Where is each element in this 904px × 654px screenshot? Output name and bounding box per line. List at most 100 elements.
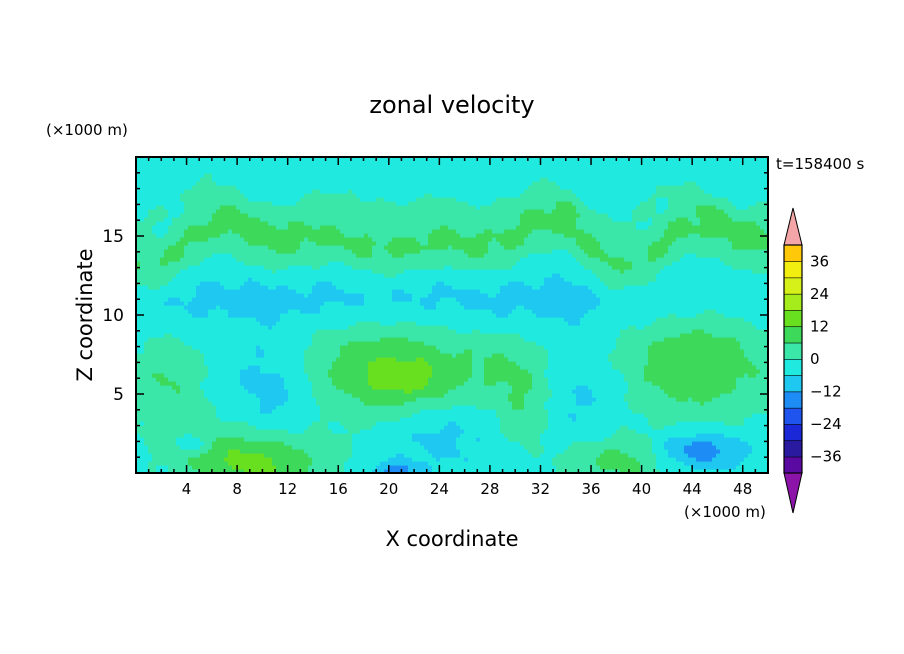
field-cell — [244, 293, 249, 298]
field-cell — [244, 197, 249, 202]
field-cell — [316, 185, 321, 190]
field-cell — [304, 445, 309, 450]
field-cell — [296, 425, 301, 430]
field-cell — [352, 397, 357, 402]
field-cell — [224, 353, 229, 358]
field-cell — [364, 225, 369, 230]
field-cell — [140, 213, 145, 218]
field-cell — [372, 189, 377, 194]
field-cell — [260, 281, 265, 286]
field-cell — [340, 317, 345, 322]
field-cell — [248, 289, 253, 294]
field-cell — [212, 433, 217, 438]
field-cell — [232, 309, 237, 314]
field-cell — [156, 293, 161, 298]
field-cell — [368, 289, 373, 294]
field-cell — [148, 453, 153, 458]
field-cell — [164, 449, 169, 454]
field-cell — [156, 401, 161, 406]
field-cell — [368, 313, 373, 318]
field-cell — [240, 185, 245, 190]
field-cell — [260, 181, 265, 186]
field-cell — [296, 177, 301, 182]
field-cell — [140, 221, 145, 226]
field-cell — [240, 421, 245, 426]
field-cell — [296, 449, 301, 454]
field-cell — [268, 161, 273, 166]
field-cell — [336, 433, 341, 438]
field-cell — [244, 265, 249, 270]
field-cell — [324, 297, 329, 302]
field-cell — [376, 405, 381, 410]
field-cell — [208, 361, 213, 366]
field-cell — [204, 293, 209, 298]
field-cell — [336, 301, 341, 306]
field-cell — [156, 229, 161, 234]
field-cell — [328, 237, 333, 242]
field-cell — [168, 389, 173, 394]
field-cell — [236, 353, 241, 358]
field-cell — [296, 241, 301, 246]
field-cell — [156, 297, 161, 302]
field-cell — [184, 185, 189, 190]
field-cell — [344, 241, 349, 246]
field-cell — [328, 253, 333, 258]
field-cell — [176, 289, 181, 294]
field-cell — [184, 277, 189, 282]
field-cell — [328, 329, 333, 334]
field-cell — [168, 265, 173, 270]
field-cell — [372, 289, 377, 294]
field-cell — [344, 425, 349, 430]
field-cell — [192, 405, 197, 410]
field-cell — [264, 341, 269, 346]
field-cell — [384, 325, 389, 330]
field-cell — [232, 329, 237, 334]
field-cell — [264, 289, 269, 294]
field-cell — [164, 373, 169, 378]
field-cell — [252, 413, 257, 418]
field-cell — [220, 385, 225, 390]
field-cell — [144, 217, 149, 222]
field-cell — [144, 357, 149, 362]
field-cell — [252, 241, 257, 246]
field-cell — [276, 325, 281, 330]
field-cell — [216, 197, 221, 202]
field-cell — [280, 249, 285, 254]
field-cell — [304, 293, 309, 298]
field-cell — [340, 349, 345, 354]
field-cell — [212, 397, 217, 402]
field-cell — [284, 269, 289, 274]
field-cell — [208, 461, 213, 466]
field-cell — [236, 357, 241, 362]
field-cell — [324, 461, 329, 466]
field-cell — [248, 397, 253, 402]
field-cell — [192, 305, 197, 310]
field-cell — [212, 341, 217, 346]
field-cell — [348, 297, 353, 302]
field-cell — [360, 413, 365, 418]
field-cell — [220, 305, 225, 310]
field-cell — [300, 289, 305, 294]
field-cell — [156, 409, 161, 414]
field-cell — [272, 297, 277, 302]
field-cell — [332, 333, 337, 338]
field-cell — [368, 365, 373, 370]
field-cell — [308, 281, 313, 286]
field-cell — [308, 185, 313, 190]
field-cell — [168, 345, 173, 350]
field-cell — [168, 405, 173, 410]
field-cell — [240, 273, 245, 278]
field-cell — [196, 361, 201, 366]
field-cell — [308, 409, 313, 414]
field-cell — [360, 257, 365, 262]
field-cell — [280, 325, 285, 330]
field-cell — [372, 453, 377, 458]
field-cell — [376, 289, 381, 294]
field-cell — [232, 233, 237, 238]
field-cell — [360, 309, 365, 314]
field-cell — [284, 465, 289, 470]
field-cell — [160, 305, 165, 310]
field-cell — [188, 401, 193, 406]
field-cell — [144, 353, 149, 358]
field-cell — [184, 181, 189, 186]
